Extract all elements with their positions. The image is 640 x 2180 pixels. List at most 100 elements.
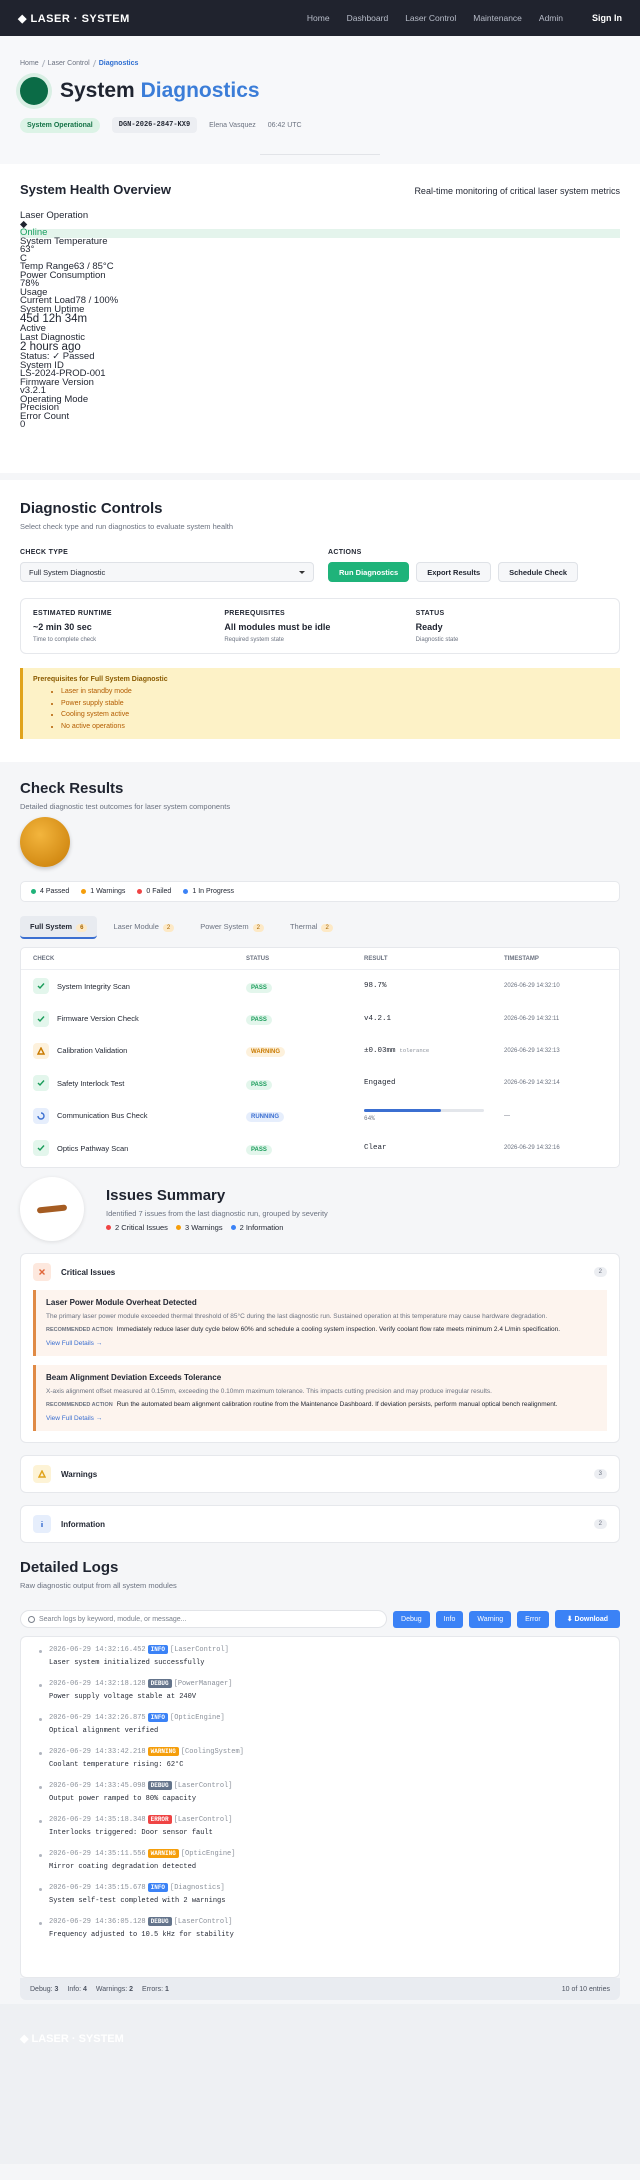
action-button[interactable]: Export Results bbox=[416, 562, 492, 582]
status-badge: PASS bbox=[246, 982, 272, 993]
action-label: RECOMMENDED ACTION bbox=[46, 1327, 113, 1333]
title: System bbox=[60, 79, 135, 102]
group-count: 2 bbox=[593, 1267, 607, 1277]
count-text: 2 Critical Issues bbox=[115, 1222, 168, 1232]
group-icon bbox=[33, 1515, 51, 1533]
log-meta: 2026-06-29 14:33:45.098 DEBUG [LaserContro… bbox=[49, 1781, 607, 1790]
stat-label: Info: bbox=[67, 1985, 82, 1993]
table-row: System Integrity Scan PASS 98.7% 2026-06-29… bbox=[21, 970, 619, 1002]
section-subtitle: Identified 7 issues from the last diagno… bbox=[106, 1208, 328, 1218]
hero: Home Laser Control Diagnostics System Diag… bbox=[0, 36, 640, 164]
action-button[interactable]: Schedule Check bbox=[498, 562, 579, 582]
result-note: tolerance bbox=[399, 1046, 430, 1054]
table-row: Firmware Version Check PASS v4.2.1 2026-06-… bbox=[21, 1002, 619, 1034]
issue-title: Laser Power Module Overheat Detected bbox=[46, 1298, 197, 1307]
download-button[interactable]: ⬇ Download bbox=[554, 1610, 620, 1628]
check-name: Firmware Version Check bbox=[57, 1014, 139, 1024]
issue-count: 2 Critical Issues bbox=[106, 1223, 168, 1232]
summary-item: 1 Warnings bbox=[81, 888, 125, 895]
count-text: 2 Information bbox=[239, 1222, 284, 1232]
result: Engaged bbox=[364, 1079, 396, 1088]
stat-label: Errors: bbox=[142, 1985, 164, 1993]
tab-label: Power System bbox=[200, 922, 249, 931]
status-cell: WARNING bbox=[246, 1046, 364, 1058]
summary-label: Passed bbox=[45, 888, 70, 895]
breadcrumb-item[interactable]: Laser Control bbox=[47, 60, 90, 67]
result: Clear bbox=[364, 1144, 387, 1153]
log-source: [PowerManager] bbox=[173, 1680, 233, 1688]
stat-count: 4 bbox=[83, 1985, 87, 1993]
timestamp: 2026-06-29 14:32:13 bbox=[504, 1047, 560, 1054]
health-section: System Health Overview Real-time monitori… bbox=[0, 164, 640, 473]
log-stat: Errors: 1 bbox=[142, 1986, 169, 1993]
log-message: Mirror coating degradation detected bbox=[49, 1863, 197, 1871]
log-level: WARNING bbox=[147, 1747, 179, 1756]
section-subtitle: Select check type and run diagnostics to… bbox=[20, 522, 234, 531]
group-icon bbox=[33, 1465, 51, 1483]
log-source: [LaserControl] bbox=[170, 1646, 229, 1654]
info-value: All modules must be idle bbox=[224, 622, 331, 632]
health-line: 45d 12h 34m bbox=[20, 313, 88, 325]
section-subtitle: Detailed diagnostic test outcomes for la… bbox=[20, 802, 231, 811]
tab[interactable]: Laser Module 2 bbox=[103, 916, 184, 939]
info-label: PREREQUISITES bbox=[224, 610, 286, 617]
group-title: Critical Issues bbox=[61, 1267, 116, 1277]
action-text: Run the automated beam alignment calibra… bbox=[116, 1401, 558, 1408]
log-source: [OpticEngine] bbox=[180, 1850, 236, 1858]
status-badge: PASS bbox=[246, 1015, 272, 1026]
check-name: System Integrity Scan bbox=[57, 981, 130, 991]
health-line: System ID bbox=[20, 359, 64, 371]
results-table: CHECK STATUS RESULT TIMESTAMP System Integri… bbox=[20, 947, 620, 1168]
action-text: Immediately reduce laser duty cycle belo… bbox=[116, 1326, 561, 1333]
details-link[interactable]: View Full Details → bbox=[46, 1415, 103, 1422]
prereq-item: Power supply stable bbox=[61, 698, 610, 710]
health-line: Firmware Version bbox=[20, 376, 94, 388]
health-line: 0 bbox=[20, 419, 26, 430]
tabs: Full System 6 Laser Module 2 Power System 2 Th… bbox=[20, 916, 620, 939]
issue-item: Beam Alignment Deviation Exceeds Toleran… bbox=[33, 1365, 607, 1431]
group-header[interactable]: Critical Issues 2 bbox=[33, 1254, 607, 1290]
filter-button[interactable]: Debug bbox=[393, 1610, 430, 1628]
group-header[interactable]: Warnings 3 bbox=[33, 1456, 607, 1492]
issue-title: Beam Alignment Deviation Exceeds Toleran… bbox=[46, 1373, 222, 1382]
sign-in-button[interactable]: Sign In bbox=[592, 13, 622, 23]
nav-link[interactable]: Home bbox=[306, 13, 330, 23]
log-level: DEBUG bbox=[147, 1917, 172, 1926]
tab[interactable]: Power System 2 bbox=[190, 916, 274, 939]
issue-text: X-axis alignment offset measured at 0.15… bbox=[46, 1388, 492, 1395]
details-link[interactable]: View Full Details → bbox=[46, 1340, 103, 1347]
title-row: System Diagnostics bbox=[20, 77, 620, 105]
tab-count: 6 bbox=[76, 924, 88, 932]
log-search[interactable]: Search logs by keyword, module, or messa… bbox=[20, 1610, 388, 1628]
nav-link[interactable]: Admin bbox=[538, 13, 563, 23]
breadcrumb-item: Diagnostics bbox=[98, 60, 139, 67]
log-entry: 2026-06-29 14:35:15.678 INFO [Diagnostics]… bbox=[39, 1881, 607, 1915]
log-source: [LaserControl] bbox=[173, 1816, 233, 1824]
result-cell: Engaged bbox=[364, 1079, 504, 1087]
issue-count: 3 Warnings bbox=[175, 1223, 223, 1232]
filter-button[interactable]: Warning bbox=[469, 1610, 512, 1628]
health-line: 63° bbox=[20, 244, 35, 255]
info-note: Required system state bbox=[224, 637, 285, 643]
check-type-select[interactable]: Full System Diagnostic bbox=[20, 562, 314, 582]
nav-link[interactable]: Maintenance bbox=[473, 13, 522, 23]
nav-link[interactable]: Laser Control bbox=[405, 13, 457, 23]
filter-button[interactable]: Error bbox=[517, 1610, 549, 1628]
info-value: ~2 min 30 sec bbox=[33, 622, 92, 632]
log-time: 2026-06-29 14:33:42.218 bbox=[49, 1748, 146, 1756]
group-header[interactable]: Information 2 bbox=[33, 1506, 607, 1542]
brand[interactable]: ◆ LASER · SYSTEM bbox=[18, 12, 130, 25]
nav-link[interactable]: Dashboard bbox=[346, 13, 389, 23]
log-entry: 2026-06-29 14:32:26.875 INFO [OpticEngine]… bbox=[39, 1711, 607, 1745]
tab[interactable]: Thermal 2 bbox=[280, 916, 343, 939]
summary-item: 0 Failed bbox=[137, 888, 171, 895]
breadcrumb-item[interactable]: Home bbox=[20, 60, 39, 67]
legend-dot bbox=[137, 888, 143, 894]
filter-button[interactable]: Info bbox=[435, 1610, 464, 1628]
tab[interactable]: Full System 6 bbox=[20, 916, 98, 939]
tab-label: Full System bbox=[30, 922, 73, 931]
status-icon bbox=[33, 1042, 49, 1059]
action-buttons: Run Diagnostics Export Results Schedule Ch… bbox=[328, 562, 579, 582]
action-button[interactable]: Run Diagnostics bbox=[328, 562, 410, 582]
log-entry: 2026-06-29 14:35:11.556 WARNING [OpticEngi… bbox=[39, 1847, 607, 1881]
